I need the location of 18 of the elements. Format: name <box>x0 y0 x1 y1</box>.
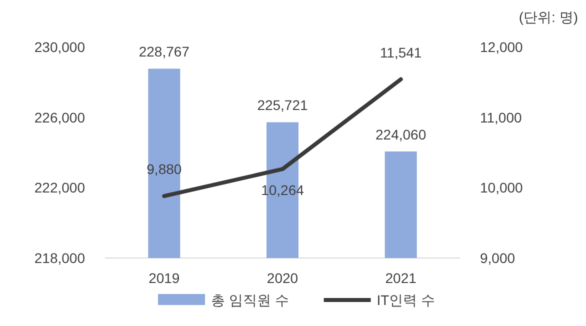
data-label: 224,060 <box>376 126 426 142</box>
y-tick-label: 226,000 <box>34 109 86 126</box>
y-tick-label: 230,000 <box>34 39 86 55</box>
data-label: 11,541 <box>380 44 422 60</box>
data-label: 228,767 <box>138 44 190 60</box>
y2-tick-label: 12,000 <box>480 39 524 55</box>
text: (단위: 명) <box>518 9 578 25</box>
y-tick-label: 218,000 <box>34 250 86 266</box>
x-tick-label: 2019 <box>148 270 180 286</box>
y-tick-label: 222,000 <box>34 180 86 196</box>
y2-tick-label: 10,000 <box>480 180 524 196</box>
y2-tick-label: 11,000 <box>480 109 522 126</box>
legend-label: 총 임직원 수 <box>211 292 289 308</box>
legend-label: IT인력 수 <box>376 292 436 308</box>
x-tick-label: 2021 <box>385 270 417 286</box>
data-label: 225,721 <box>257 97 308 114</box>
x-tick-label: 2020 <box>266 270 298 286</box>
y2-tick-label: 9,000 <box>480 250 516 266</box>
